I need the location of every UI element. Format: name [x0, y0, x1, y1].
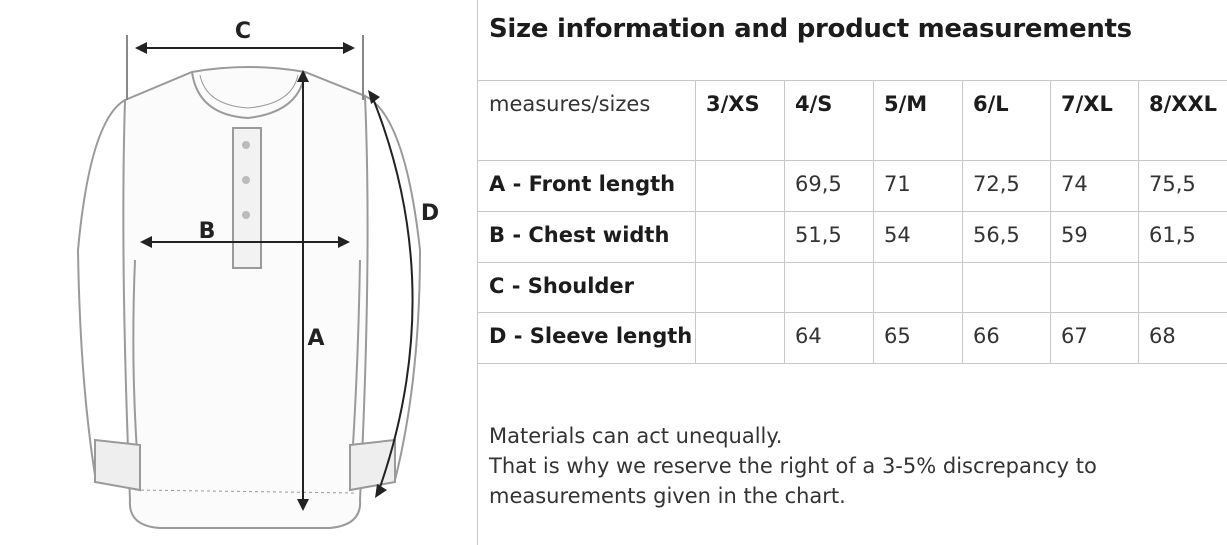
row-label: B - Chest width	[489, 223, 670, 247]
header-cell: 7/XL	[1061, 92, 1113, 116]
value-cell: 59	[1061, 223, 1088, 247]
row-line	[478, 312, 1227, 313]
header-cell: 8/XXL	[1149, 92, 1218, 116]
row-label: D - Sleeve length	[489, 324, 693, 348]
value-cell: 71	[884, 172, 911, 196]
header-cell: 6/L	[973, 92, 1009, 116]
header-cell: 4/S	[795, 92, 833, 116]
column-line	[962, 80, 963, 363]
header-cell: 3/XS	[706, 92, 760, 116]
row-line	[478, 363, 1227, 364]
row-line	[478, 160, 1227, 161]
value-cell: 69,5	[795, 172, 842, 196]
row-line	[478, 211, 1227, 212]
title: Size information and product measurement…	[489, 14, 1132, 44]
row-label: C - Shoulder	[489, 274, 635, 298]
garment-diagram: C B A D	[76, 19, 439, 529]
value-cell: 65	[884, 324, 911, 348]
note-line: measurements given in the chart.	[489, 484, 846, 508]
column-line	[784, 80, 785, 363]
divider	[477, 0, 478, 545]
column-line	[873, 80, 874, 363]
header-cell: 5/M	[884, 92, 928, 116]
label-d: D	[421, 201, 439, 226]
column-line	[1050, 80, 1051, 363]
value-cell: 68	[1149, 324, 1176, 348]
note-line: That is why we reserve the right of a 3-…	[489, 454, 1097, 478]
label-c: C	[235, 19, 251, 44]
note-line: Materials can act unequally.	[489, 424, 783, 448]
header-cell: measures/sizes	[489, 92, 651, 116]
value-cell: 51,5	[795, 223, 842, 247]
value-cell: 56,5	[973, 223, 1020, 247]
value-cell: 74	[1061, 172, 1088, 196]
label-a: A	[307, 326, 324, 351]
column-line	[695, 80, 696, 363]
value-cell: 61,5	[1149, 223, 1196, 247]
label-b: B	[199, 219, 216, 244]
value-cell: 67	[1061, 324, 1088, 348]
value-cell: 54	[884, 223, 911, 247]
row-line	[478, 262, 1227, 263]
row-line	[478, 80, 1227, 81]
value-cell: 72,5	[973, 172, 1020, 196]
value-cell: 66	[973, 324, 1000, 348]
value-cell: 64	[795, 324, 822, 348]
row-label: A - Front length	[489, 172, 676, 196]
column-line	[1138, 80, 1139, 363]
value-cell: 75,5	[1149, 172, 1196, 196]
